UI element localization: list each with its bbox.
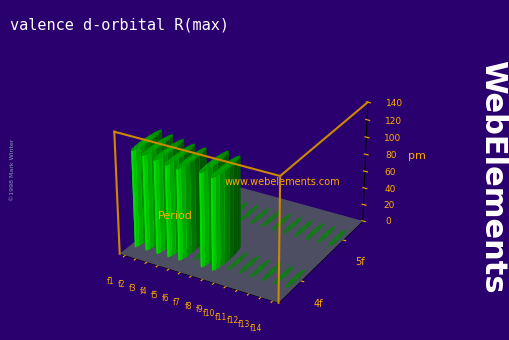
Text: ©1998 Mark Winter: ©1998 Mark Winter: [10, 139, 15, 201]
Text: valence d-orbital R(max): valence d-orbital R(max): [10, 17, 229, 32]
Text: WebElements: WebElements: [477, 60, 505, 294]
